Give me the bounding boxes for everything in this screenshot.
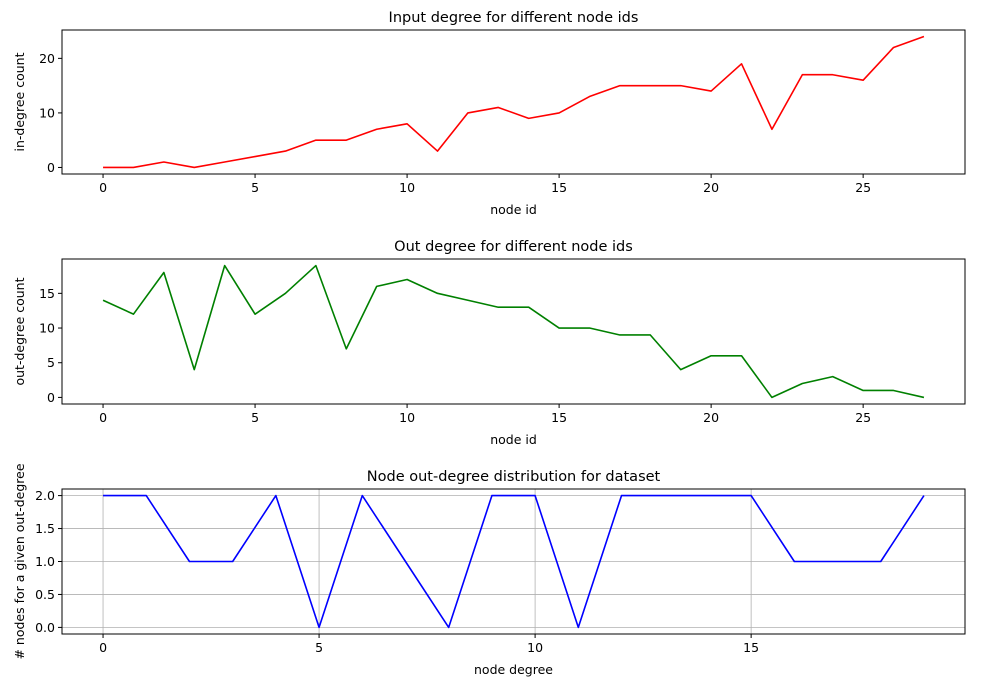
y-tick-label: 10 — [39, 321, 55, 336]
x-tick-label: 0 — [99, 410, 107, 425]
y-axis-label: out-degree count — [12, 277, 27, 385]
x-axis-label: node id — [490, 202, 537, 217]
chart-panel-1: 0 5 10 15 20 25 0 10 20 Input degree for differen… — [12, 10, 966, 217]
y-tick-label: 10 — [39, 105, 55, 120]
plot-frame — [61, 258, 966, 405]
chart-title: Input degree for different node ids — [389, 10, 639, 26]
x-tick-label: 5 — [251, 180, 259, 195]
x-tick-label: 10 — [399, 180, 415, 195]
x-tick-label: 10 — [399, 410, 415, 425]
y-tick-label: 0.5 — [35, 587, 55, 602]
x-tick-label: 0 — [99, 180, 107, 195]
y-tick-label: 20 — [39, 51, 55, 66]
x-tick-label: 25 — [855, 180, 871, 195]
x-tick-label: 15 — [743, 640, 759, 655]
x-axis-label: node id — [490, 432, 537, 447]
series-line — [103, 35, 925, 169]
x-tick-label: 25 — [855, 410, 871, 425]
x-tick-label: 5 — [315, 640, 323, 655]
x-tick-label: 15 — [551, 180, 567, 195]
series-line — [103, 494, 925, 629]
plot-frame — [61, 29, 966, 175]
x-tick-label: 0 — [99, 640, 107, 655]
y-tick-label: 2.0 — [35, 488, 55, 503]
chart-panel-3: 0 5 10 15 0.0 0.5 1.0 1.5 2.0 Node out-degree dis… — [12, 463, 966, 677]
y-tick-label: 0.0 — [35, 620, 55, 635]
x-tick-label: 10 — [527, 640, 543, 655]
y-axis-label: # nodes for a given out-degree — [12, 463, 27, 659]
x-axis-label: node degree — [474, 662, 553, 677]
chart-title: Node out-degree distribution for dataset — [367, 469, 661, 485]
x-tick-label: 20 — [703, 180, 719, 195]
x-tick-label: 20 — [703, 410, 719, 425]
y-tick-label: 0 — [47, 390, 55, 405]
series-line — [102, 264, 925, 399]
chart-panel-2: 0 5 10 15 20 25 0 5 10 15 Out degree for different… — [12, 239, 966, 447]
x-tick-label: 5 — [251, 410, 259, 425]
y-tick-label: 1.0 — [35, 554, 55, 569]
y-tick-label: 15 — [39, 286, 55, 301]
y-tick-label: 0 — [47, 160, 55, 175]
y-axis-label: in-degree count — [12, 52, 27, 151]
y-tick-label: 5 — [47, 355, 55, 370]
x-tick-label: 15 — [551, 410, 567, 425]
y-tick-label: 1.5 — [35, 521, 55, 536]
chart-title: Out degree for different node ids — [394, 239, 633, 255]
